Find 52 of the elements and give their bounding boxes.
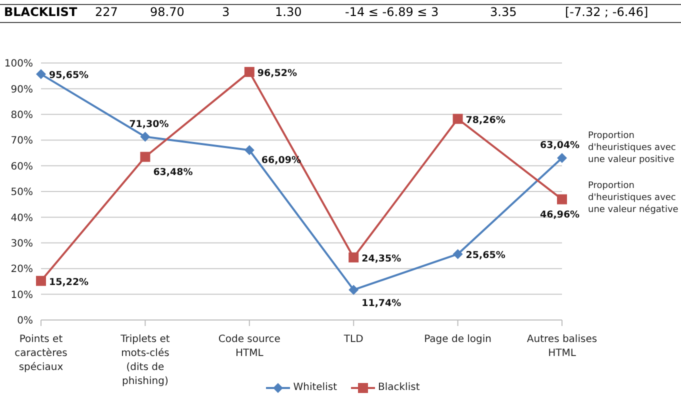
point	[557, 152, 567, 163]
y-tick-label: 20%	[10, 264, 33, 276]
y-tick-label: 60%	[10, 161, 33, 172]
text: 3	[222, 5, 230, 19]
point	[140, 152, 150, 162]
text: Proportion d'heuristiques avec une valeur négative	[588, 180, 680, 216]
point	[452, 114, 463, 124]
point	[140, 132, 150, 142]
y-tick-label: 80%	[10, 110, 33, 121]
legend-label: Blacklist	[377, 382, 420, 393]
text: BLACKLIST	[4, 5, 78, 19]
text: 3.35	[490, 5, 517, 19]
point	[244, 66, 254, 77]
data-label: 96,52%	[257, 68, 298, 79]
y-tick-label: 30%	[10, 238, 33, 250]
point	[557, 194, 567, 204]
y-tick-label: 10%	[10, 290, 33, 301]
data-label: 46,96%	[540, 209, 580, 220]
point	[452, 249, 463, 260]
text: 98.70	[150, 5, 184, 19]
y-tick-label: 50%	[10, 187, 33, 198]
text: [-7.32 ; -6.46]	[565, 5, 648, 19]
y-tick-label: 90%	[10, 84, 33, 96]
data-label: 95,65%	[49, 70, 90, 82]
text: Proportion d'heuristiques avec une valeur positive	[588, 130, 677, 166]
data-label: 78,26%	[466, 114, 506, 126]
data-label: 71,30%	[129, 118, 170, 130]
x-tick-label: Autres balises HTML	[526, 334, 598, 359]
data-label: 11,74%	[362, 298, 402, 309]
data-label: 24,35%	[362, 253, 402, 264]
data-label: 63,48%	[153, 166, 194, 178]
y-tick-label: 0%	[17, 316, 33, 327]
point	[36, 276, 46, 286]
x-tick-label: Triplets et mots-clés (dits de phishing)	[120, 334, 170, 387]
data-label: 63,04%	[540, 140, 580, 151]
y-tick-label: 100%	[4, 58, 33, 70]
text: 227	[95, 5, 118, 19]
text: 1.30	[275, 5, 302, 19]
point	[244, 145, 254, 156]
x-tick-label: TLD	[342, 334, 364, 345]
point	[348, 284, 359, 295]
x-tick-label: Code source HTML	[218, 334, 280, 359]
point	[348, 252, 359, 262]
x-tick-label: Page de login	[424, 334, 492, 345]
y-tick-label: 40%	[10, 212, 33, 224]
legend-label: Whitelist	[292, 382, 337, 393]
x-tick-label: Points et caractères spéciaux	[14, 334, 68, 373]
point	[36, 69, 46, 80]
y-tick-label: 70%	[10, 136, 33, 147]
text: -14 ≤ -6.89 ≤ 3	[345, 5, 439, 19]
data-label: 25,65%	[466, 250, 506, 262]
data-label: 15,22%	[49, 276, 90, 288]
